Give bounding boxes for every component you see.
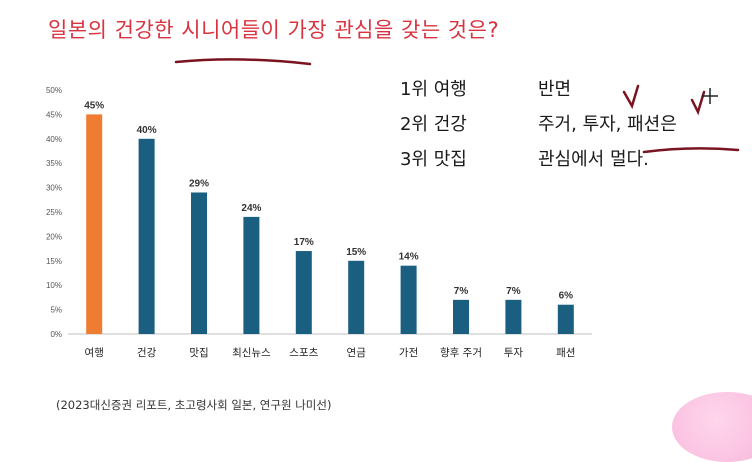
data-label: 45% bbox=[84, 100, 104, 111]
source-caption: (2023대신증권 리포트, 초고령사회 일본, 연구원 나미선) bbox=[56, 398, 332, 412]
x-tick-label: 가전 bbox=[399, 347, 418, 359]
note-rank: 1위 여행 bbox=[400, 79, 467, 100]
x-tick-label: 연금 bbox=[347, 347, 367, 359]
y-tick-label: 40% bbox=[46, 135, 62, 144]
bar bbox=[191, 192, 207, 334]
summary-notes: 1위 여행 반면 2위 건강 주거, 투자, 패션은 3위 맛집 관심에서 멀다… bbox=[400, 72, 677, 177]
x-tick-label: 여행 bbox=[85, 347, 104, 359]
bar bbox=[557, 304, 574, 334]
y-tick-label: 20% bbox=[46, 232, 62, 241]
bar bbox=[348, 260, 365, 334]
x-tick-label: 최신뉴스 bbox=[232, 347, 271, 359]
x-tick-label: 투자 bbox=[504, 347, 524, 359]
note-row-2: 2위 건강 주거, 투자, 패션은 bbox=[400, 107, 677, 142]
x-tick-label: 건강 bbox=[137, 347, 157, 359]
y-tick-label: 5% bbox=[50, 306, 62, 315]
data-label: 7% bbox=[454, 286, 469, 297]
note-text: 관심에서 멀다. bbox=[538, 149, 649, 170]
y-tick-label: 35% bbox=[46, 159, 62, 168]
y-tick-label: 15% bbox=[46, 257, 62, 266]
bar bbox=[453, 299, 469, 334]
note-text: 주거, 투자, 패션은 bbox=[538, 114, 677, 135]
x-tick-label: 향후 주거 bbox=[440, 347, 482, 359]
y-tick-label: 25% bbox=[46, 208, 62, 217]
x-tick-label: 패션 bbox=[556, 347, 575, 359]
data-label: 40% bbox=[137, 125, 157, 136]
bar bbox=[86, 114, 103, 335]
y-tick-label: 10% bbox=[46, 281, 62, 290]
note-row-3: 3위 맛집 관심에서 멀다. bbox=[400, 142, 677, 177]
bar bbox=[243, 216, 260, 334]
data-label: 24% bbox=[241, 203, 261, 214]
y-tick-label: 50% bbox=[46, 86, 62, 95]
x-tick-label: 맛집 bbox=[189, 347, 208, 359]
y-tick-label: 45% bbox=[46, 110, 62, 119]
note-rank: 2위 건강 bbox=[400, 114, 467, 135]
y-tick-label: 30% bbox=[46, 184, 62, 193]
note-rank: 3위 맛집 bbox=[400, 149, 467, 170]
data-label: 15% bbox=[346, 247, 366, 258]
x-tick-label: 스포츠 bbox=[289, 347, 318, 359]
data-label: 29% bbox=[189, 178, 209, 189]
bar-chart: 0% 5% 10% 15% 20% 25% 30% 35% 40% 45% 50% 45% 여행 40% 건… bbox=[46, 86, 592, 359]
note-text: 반면 bbox=[538, 79, 572, 100]
bar bbox=[138, 138, 155, 334]
y-tick-label: 0% bbox=[50, 330, 62, 339]
bar bbox=[505, 299, 522, 334]
note-row-1: 1위 여행 반면 bbox=[400, 72, 677, 107]
page-title: 일본의 건강한 시니어들이 가장 관심을 갖는 것은? bbox=[48, 18, 500, 42]
data-label: 14% bbox=[399, 252, 419, 263]
data-label: 6% bbox=[559, 291, 574, 302]
bar bbox=[295, 251, 312, 334]
data-label: 7% bbox=[506, 286, 521, 297]
bar bbox=[400, 265, 417, 334]
data-label: 17% bbox=[294, 237, 314, 248]
